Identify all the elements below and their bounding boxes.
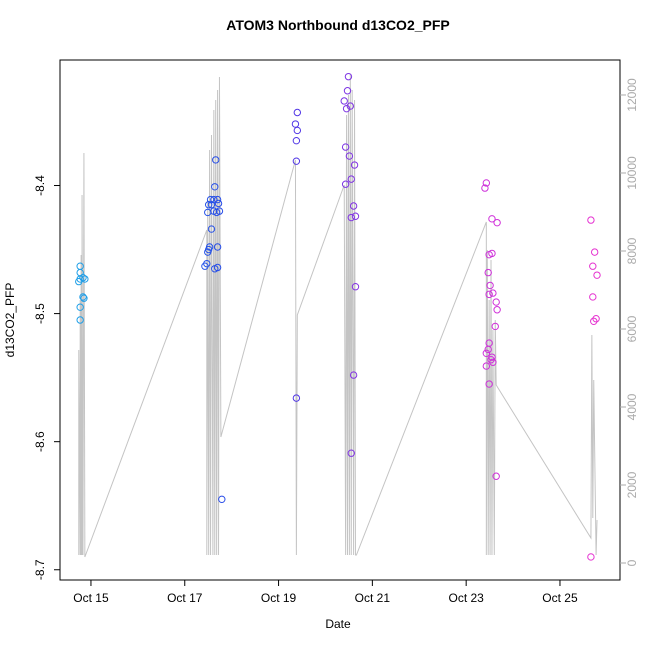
point bbox=[81, 275, 89, 283]
point bbox=[486, 281, 494, 290]
point bbox=[343, 87, 352, 95]
point bbox=[589, 262, 597, 270]
point bbox=[292, 157, 301, 165]
point bbox=[213, 243, 222, 251]
point bbox=[213, 195, 222, 204]
point bbox=[587, 216, 595, 224]
point bbox=[345, 152, 354, 160]
point bbox=[589, 293, 597, 301]
x-tick-label: Oct 25 bbox=[542, 591, 578, 605]
point bbox=[206, 195, 215, 204]
y2-tick-label: 4000 bbox=[625, 393, 639, 420]
y-tick-label: -8.6 bbox=[33, 431, 47, 452]
point bbox=[492, 472, 500, 480]
x-tick-label: Oct 23 bbox=[448, 591, 484, 605]
point bbox=[76, 303, 84, 311]
point bbox=[293, 126, 302, 135]
point bbox=[347, 175, 355, 183]
point bbox=[587, 553, 595, 561]
point bbox=[341, 143, 350, 151]
point bbox=[485, 290, 493, 299]
point bbox=[350, 161, 359, 169]
x-tick-label: Oct 15 bbox=[73, 591, 109, 605]
point bbox=[590, 317, 598, 325]
point bbox=[215, 207, 224, 215]
point bbox=[201, 262, 209, 270]
point bbox=[293, 108, 302, 117]
point bbox=[349, 371, 358, 379]
point bbox=[592, 315, 600, 323]
point bbox=[341, 180, 350, 188]
chart-title: ATOM3 Northbound d13CO2_PFP bbox=[226, 17, 450, 33]
point bbox=[485, 250, 493, 259]
plot-frame bbox=[59, 59, 621, 581]
point bbox=[484, 345, 492, 354]
point bbox=[76, 316, 84, 324]
point bbox=[590, 248, 599, 256]
point bbox=[79, 274, 87, 282]
point bbox=[79, 293, 87, 301]
point bbox=[493, 306, 501, 314]
y-tick-label: -8.4 bbox=[33, 175, 47, 196]
point bbox=[347, 213, 355, 222]
y-tick-label: -8.5 bbox=[33, 303, 47, 324]
point bbox=[489, 289, 497, 297]
y2-tick-label: 2000 bbox=[625, 471, 639, 498]
point bbox=[214, 199, 223, 208]
point bbox=[213, 263, 222, 272]
point bbox=[292, 136, 301, 145]
point bbox=[291, 120, 300, 128]
point bbox=[211, 183, 219, 191]
point bbox=[80, 294, 88, 302]
point bbox=[351, 212, 360, 220]
x-tick-label: Oct 21 bbox=[355, 591, 391, 605]
point bbox=[207, 201, 216, 209]
y2-tick-label: 0 bbox=[625, 559, 639, 566]
point bbox=[485, 380, 493, 388]
point bbox=[484, 268, 492, 277]
y2-tick-label: 10000 bbox=[625, 156, 639, 190]
point bbox=[488, 215, 496, 223]
point bbox=[344, 72, 353, 81]
x-axis-label: Date bbox=[325, 617, 351, 631]
point bbox=[349, 202, 358, 210]
point bbox=[347, 449, 355, 457]
point bbox=[482, 362, 491, 370]
point bbox=[489, 358, 497, 366]
point bbox=[212, 156, 220, 164]
point bbox=[346, 102, 355, 110]
point bbox=[481, 184, 489, 192]
y2-tick-label: 12000 bbox=[625, 78, 639, 112]
point bbox=[482, 179, 491, 187]
point bbox=[204, 201, 213, 209]
point bbox=[207, 225, 216, 233]
point bbox=[492, 298, 500, 306]
point bbox=[342, 104, 351, 113]
line-series bbox=[78, 74, 598, 558]
point bbox=[493, 218, 501, 227]
point bbox=[491, 322, 499, 331]
point bbox=[340, 97, 348, 105]
point bbox=[218, 495, 226, 504]
x-tick-label: Oct 17 bbox=[167, 591, 203, 605]
point bbox=[482, 349, 491, 358]
point bbox=[292, 394, 301, 402]
y-axis-label: d13CO2_PFP bbox=[3, 283, 17, 358]
y2-tick-label: 8000 bbox=[625, 237, 639, 264]
point bbox=[204, 248, 212, 256]
y-tick-label: -8.7 bbox=[33, 559, 47, 580]
x-tick-label: Oct 19 bbox=[261, 591, 297, 605]
point bbox=[351, 282, 360, 291]
y2-tick-label: 6000 bbox=[625, 315, 639, 342]
point bbox=[593, 271, 601, 279]
